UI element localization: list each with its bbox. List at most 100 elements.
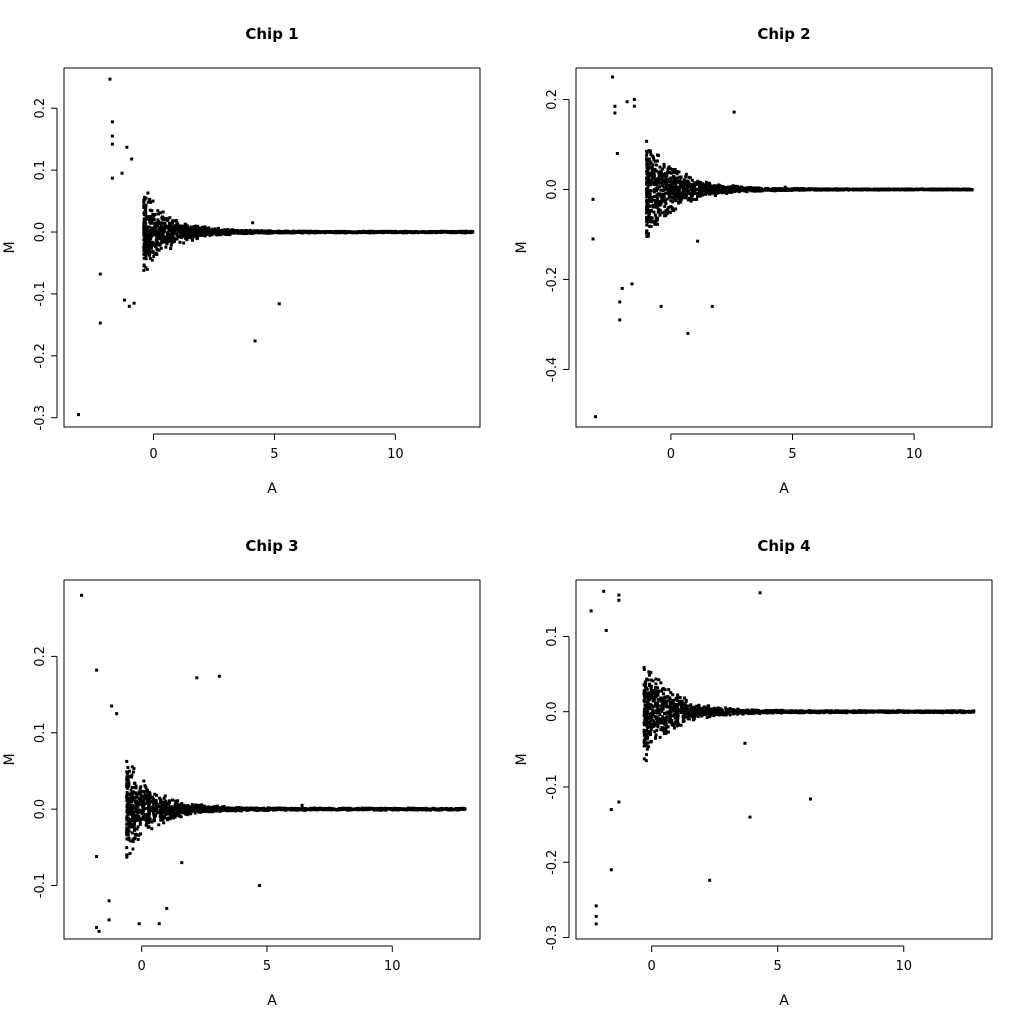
chart-1-point: [156, 209, 160, 213]
chart-1-point: [451, 230, 455, 234]
chart-3-point: [125, 784, 129, 788]
chart-2-point: [658, 165, 662, 169]
chart-1-point: [151, 199, 155, 203]
chart-2-point: [938, 188, 942, 192]
chart-2-point: [745, 187, 749, 191]
chart-3-outlier-point: [95, 926, 99, 930]
chart-1-point: [230, 229, 234, 233]
chart-2-point: [648, 189, 652, 193]
chart-3-point: [125, 826, 129, 830]
chart-2-point: [650, 216, 654, 220]
chart-2-x-axis: 0 5 10A: [667, 433, 922, 497]
chart-2-point: [661, 174, 665, 178]
chart-3-point: [174, 803, 178, 807]
chart-1-y-axis: -0.3-0.2-0.10.00.10.2M: [2, 98, 58, 430]
chart-2-point: [655, 169, 659, 173]
chart-3-point: [242, 808, 246, 812]
chart-2-point: [765, 187, 769, 191]
chart-2-point: [969, 187, 973, 191]
chart-2-y-tick-label: 0.0: [545, 179, 560, 200]
chart-1-point: [423, 230, 427, 234]
chart-2-point: [847, 187, 851, 191]
chart-1-y-tick-label: 0.2: [33, 98, 48, 119]
chart-2-point: [649, 219, 653, 223]
chart-1-point: [167, 228, 171, 232]
chart-2-point: [658, 213, 662, 217]
chart-2-point: [957, 187, 961, 191]
chart-1-point: [243, 230, 247, 234]
chart-1-point: [193, 229, 197, 233]
chart-2-point: [742, 188, 746, 192]
chart-2-x-axis-label: A: [779, 481, 789, 497]
chart-2-y-tick-label: 0.2: [545, 89, 560, 110]
chart-2-point: [819, 188, 823, 192]
chart-1-point: [397, 230, 401, 234]
chart-2-points: [591, 75, 974, 419]
chart-2-point: [663, 214, 667, 218]
chart-3-point: [247, 807, 251, 811]
chart-3-point: [141, 809, 145, 813]
chart-3-point: [209, 808, 213, 812]
chart-2-point: [667, 180, 671, 184]
chart-2-point: [646, 164, 650, 168]
chart-1-point: [355, 230, 359, 234]
chart-2-point: [967, 188, 971, 192]
chart-2-point: [650, 173, 654, 177]
chart-3-point: [133, 791, 137, 795]
chart-4-x-tick-label: 10: [895, 959, 912, 974]
chart-2-point: [652, 190, 656, 194]
chart-2-point: [645, 191, 649, 195]
chart-3-point: [126, 765, 130, 769]
chart-1-point: [224, 231, 228, 235]
chart-3-point: [127, 824, 131, 828]
chart-3-point: [132, 827, 136, 831]
chart-3-point: [191, 807, 195, 811]
chart-3-point: [150, 800, 154, 804]
chart-2-point: [959, 187, 963, 191]
chart-2-point: [877, 188, 881, 192]
chart-2-point: [884, 187, 888, 191]
chart-1-point: [441, 230, 445, 234]
chart-2-point: [657, 192, 661, 196]
chart-3-point: [227, 808, 231, 812]
chart-2-point: [649, 200, 653, 204]
chart-2-point: [666, 177, 670, 181]
chart-2-point: [657, 173, 661, 177]
chart-1-point: [337, 230, 341, 234]
chart-2-point: [656, 216, 660, 220]
chart-4-point: [660, 726, 664, 730]
chart-1-point: [152, 232, 156, 236]
chart-2-point: [932, 187, 936, 191]
chart-2-point: [663, 204, 667, 208]
chart-3-point: [130, 800, 134, 804]
chart-1-point: [264, 230, 268, 234]
chart-1-point: [164, 235, 168, 239]
chart-1-point: [448, 230, 452, 234]
chart-1-point: [153, 212, 157, 216]
chart-3-point: [272, 808, 276, 812]
chart-1-point: [154, 226, 158, 230]
chart-3-point: [178, 803, 182, 807]
chart-2-point: [830, 188, 834, 192]
chart-2-point: [664, 177, 668, 181]
chart-2-point: [657, 153, 661, 157]
chart-3-point: [202, 804, 206, 808]
chart-3-point: [434, 807, 438, 811]
chart-2-point: [729, 188, 733, 192]
chart-3-point: [365, 807, 369, 811]
chart-3-point: [138, 802, 142, 806]
chart-2-point: [698, 186, 702, 190]
chart-2-point: [677, 200, 681, 204]
chart-2-point: [702, 185, 706, 189]
chart-2-point: [662, 198, 666, 202]
chart-2-point: [657, 185, 661, 189]
chart-3-point: [205, 805, 209, 809]
chart-2-point: [645, 176, 649, 180]
chart-2-point: [658, 208, 662, 212]
chart-3-point: [126, 821, 130, 825]
chart-3-point: [399, 807, 403, 811]
chart-1-point: [255, 229, 259, 233]
chart-2-point: [662, 194, 666, 198]
chart-2-point: [887, 188, 891, 192]
chart-2-point: [656, 208, 660, 212]
